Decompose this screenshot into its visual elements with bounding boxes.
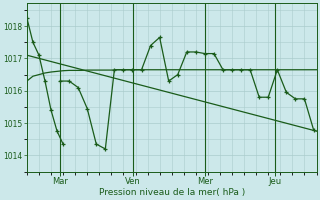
X-axis label: Pression niveau de la mer( hPa ): Pression niveau de la mer( hPa ) [99, 188, 245, 197]
